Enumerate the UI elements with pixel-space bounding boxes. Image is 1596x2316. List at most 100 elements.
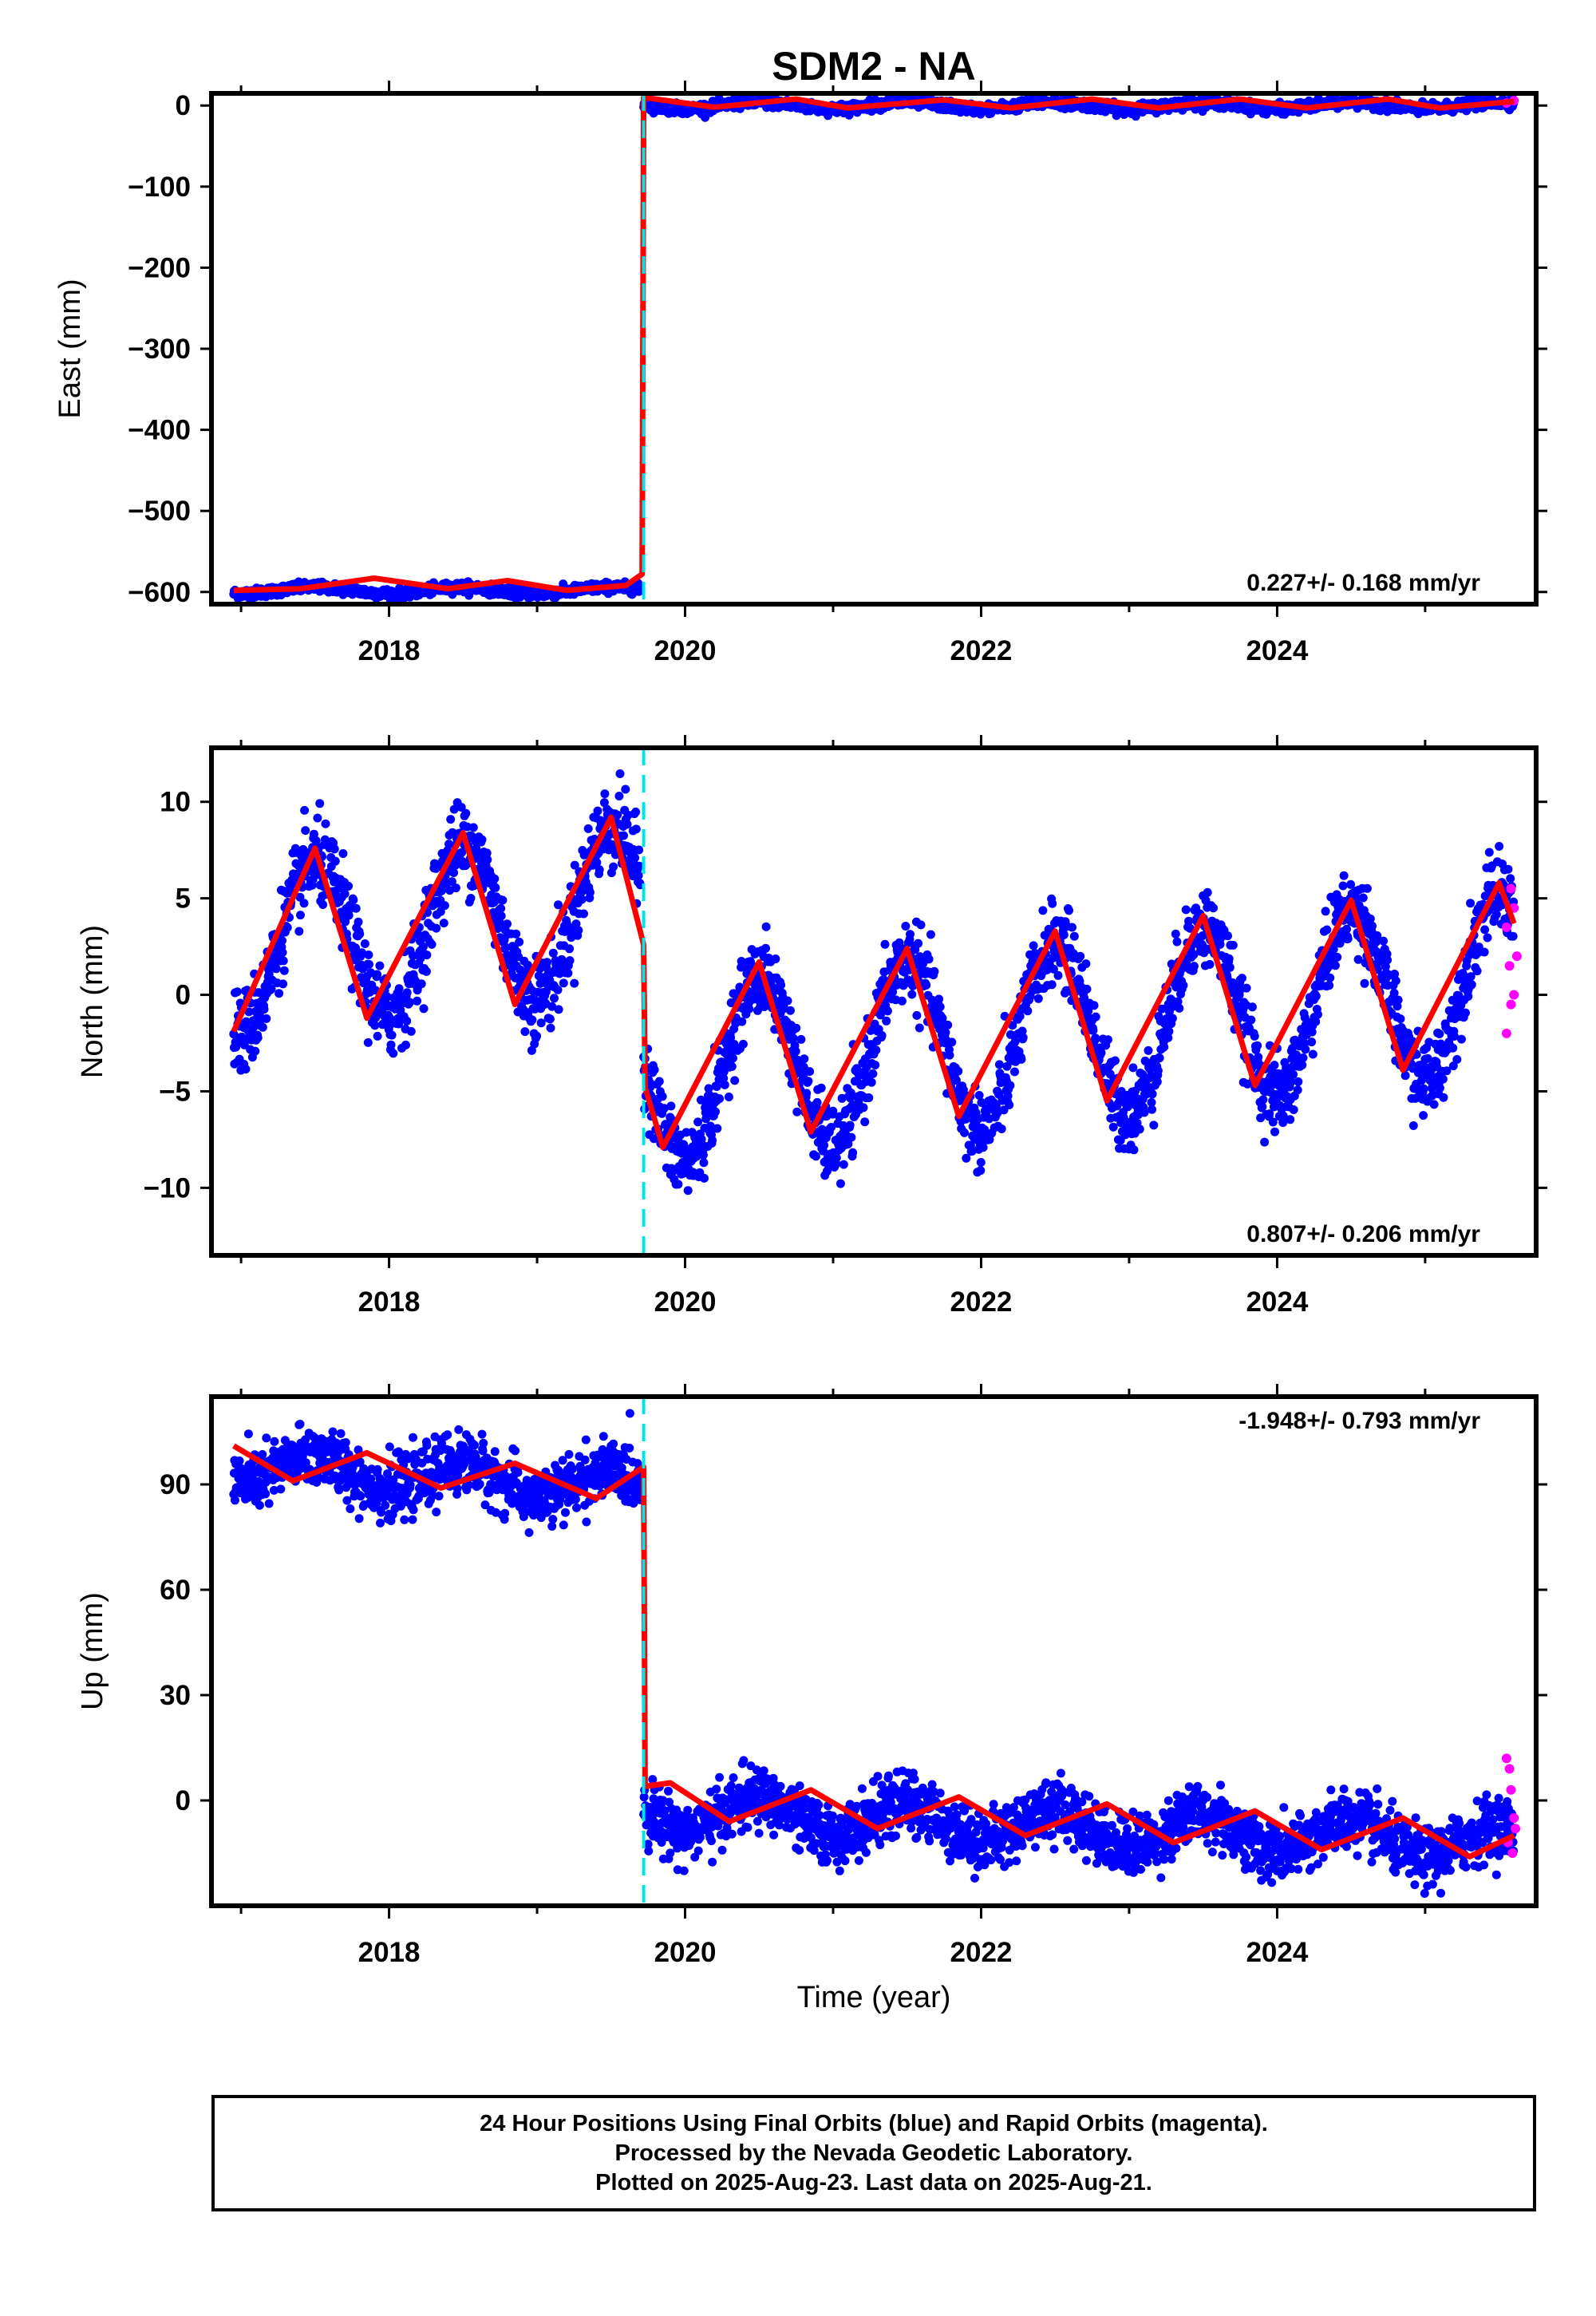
data-point xyxy=(532,1031,542,1041)
data-point xyxy=(278,936,286,946)
chart-title: SDM2 - NA xyxy=(772,44,976,89)
data-point xyxy=(275,989,284,998)
rate-label: 0.227+/- 0.168 mm/yr xyxy=(1246,570,1480,596)
data-point xyxy=(977,1098,986,1107)
data-point xyxy=(1096,1048,1106,1057)
data-point xyxy=(491,883,500,892)
data-point xyxy=(630,853,640,863)
data-point xyxy=(978,1143,988,1152)
data-point xyxy=(812,1152,820,1161)
data-point xyxy=(837,1093,847,1103)
data-point xyxy=(1068,923,1077,932)
y-tick-label: −300 xyxy=(128,334,191,365)
data-point xyxy=(457,848,467,857)
data-point xyxy=(1108,1122,1118,1132)
final-orbit-points xyxy=(229,93,1519,604)
data-point xyxy=(279,979,288,989)
data-point xyxy=(1010,1037,1020,1046)
data-point xyxy=(405,998,415,1007)
data-point xyxy=(599,798,609,808)
data-point xyxy=(585,887,595,897)
model-line xyxy=(233,94,1515,594)
data-point xyxy=(726,1033,736,1042)
data-point xyxy=(330,844,339,854)
data-point xyxy=(340,889,350,899)
data-point xyxy=(827,1123,836,1132)
data-point xyxy=(621,785,630,794)
data-point xyxy=(960,1128,969,1137)
data-point xyxy=(253,1033,263,1042)
data-point xyxy=(912,1010,922,1020)
data-point xyxy=(1144,1045,1153,1055)
data-point xyxy=(860,1117,870,1127)
data-point xyxy=(698,1150,708,1160)
data-point xyxy=(711,1107,720,1117)
data-point xyxy=(279,966,289,975)
plot-frame xyxy=(209,91,1539,607)
data-point xyxy=(447,877,456,887)
data-point xyxy=(565,956,575,966)
data-point xyxy=(402,1016,412,1026)
data-point xyxy=(271,964,281,974)
data-point xyxy=(1089,1001,1099,1010)
data-point xyxy=(278,948,287,957)
data-point xyxy=(738,1039,748,1049)
data-point xyxy=(832,1153,841,1163)
data-point xyxy=(868,1069,878,1078)
data-point xyxy=(631,824,641,834)
data-point xyxy=(935,1002,945,1012)
data-point xyxy=(859,1103,868,1113)
data-point xyxy=(409,951,417,961)
data-point xyxy=(440,901,449,911)
data-point xyxy=(401,1040,410,1049)
data-point xyxy=(550,994,559,1003)
data-point xyxy=(563,968,573,978)
data-point xyxy=(719,1073,729,1083)
data-point xyxy=(244,1007,254,1017)
data-point xyxy=(745,1004,754,1014)
data-point xyxy=(437,886,446,895)
data-point xyxy=(267,984,276,994)
data-point xyxy=(258,1022,267,1032)
data-point xyxy=(554,900,563,910)
data-point xyxy=(308,875,318,884)
data-point xyxy=(451,883,460,893)
data-point xyxy=(466,894,476,903)
data-point xyxy=(232,987,242,997)
data-point xyxy=(729,1053,737,1063)
data-point xyxy=(897,996,907,1006)
data-point xyxy=(761,922,771,931)
data-point xyxy=(503,919,512,929)
data-point xyxy=(613,810,622,820)
data-point xyxy=(515,937,524,947)
data-point xyxy=(1128,1063,1138,1073)
data-point xyxy=(631,807,641,816)
data-point xyxy=(1155,1053,1164,1063)
data-point xyxy=(477,835,487,844)
data-point xyxy=(1010,1067,1019,1077)
data-point xyxy=(622,820,632,829)
data-point xyxy=(394,984,404,994)
data-point xyxy=(545,1014,555,1024)
data-point xyxy=(880,939,890,949)
data-point xyxy=(737,1017,747,1026)
data-point xyxy=(915,1023,924,1033)
data-point xyxy=(836,1179,845,1188)
data-point xyxy=(251,1046,260,1056)
data-point xyxy=(1167,1014,1177,1023)
data-point xyxy=(402,988,412,998)
x-tick-label: 2018 xyxy=(358,635,421,666)
data-point xyxy=(947,1037,957,1047)
data-point xyxy=(704,1084,713,1093)
data-point xyxy=(527,1015,537,1025)
data-point xyxy=(804,1077,813,1086)
data-point xyxy=(365,959,373,969)
data-point xyxy=(820,1140,829,1150)
data-point xyxy=(961,1114,970,1124)
data-point xyxy=(712,1082,721,1091)
data-point xyxy=(559,978,568,988)
data-point xyxy=(924,954,934,964)
data-point xyxy=(914,939,923,948)
data-point xyxy=(776,980,786,990)
